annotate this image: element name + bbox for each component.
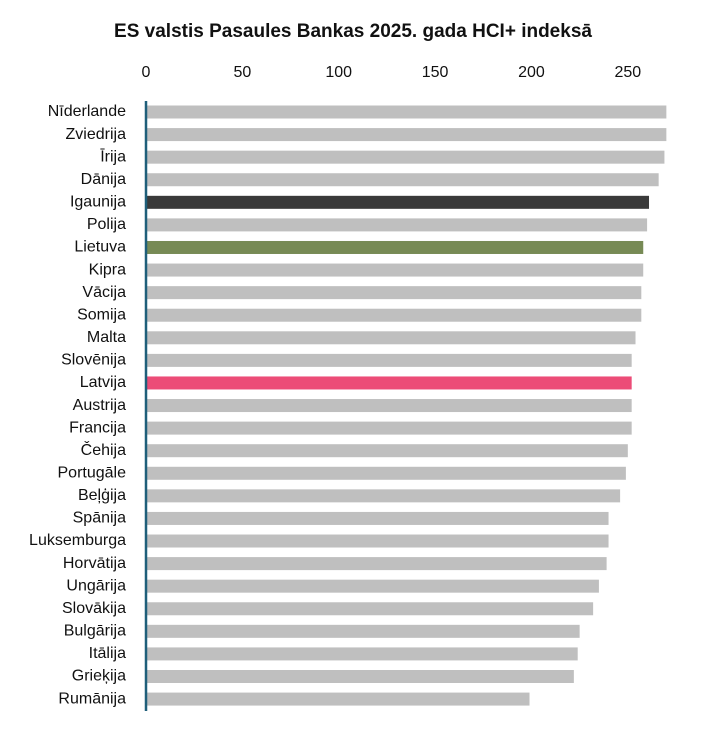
bar	[146, 692, 530, 706]
bar	[146, 308, 642, 322]
bar	[146, 602, 594, 616]
y-tick-label: Latvija	[80, 374, 126, 391]
bar	[146, 511, 609, 525]
y-tick-label: Spānija	[73, 510, 126, 527]
y-tick-label: Somija	[77, 306, 126, 323]
bar	[146, 195, 650, 209]
y-tick-label: Vācija	[82, 284, 126, 301]
bar	[146, 534, 609, 548]
y-tick-label: Dānija	[81, 171, 126, 188]
y-tick-label: Rumānija	[58, 690, 126, 707]
y-tick-label: Beļģija	[78, 486, 126, 504]
bar	[146, 331, 636, 345]
y-tick-label: Bulgārija	[64, 623, 126, 640]
bar	[146, 399, 632, 413]
x-tick-label: 200	[518, 64, 545, 81]
bar	[146, 263, 644, 277]
y-tick-label: Lietuva	[74, 239, 126, 256]
bar	[146, 128, 667, 142]
y-tick-label: Grieķija	[72, 668, 126, 685]
x-tick-label: 150	[422, 64, 449, 81]
y-tick-label: Slovēnija	[61, 352, 126, 369]
bar	[146, 466, 626, 480]
y-tick-label: Nīderlande	[48, 103, 126, 120]
bar	[146, 444, 628, 458]
bar	[146, 579, 599, 593]
y-tick-label: Īrija	[100, 147, 126, 165]
bar	[146, 557, 607, 571]
chart-title: ES valstis Pasaules Bankas 2025. gada HC…	[114, 21, 592, 42]
bar	[146, 489, 621, 503]
bar	[146, 376, 632, 390]
y-tick-label: Itālija	[89, 645, 126, 662]
y-tick-label: Horvātija	[63, 555, 126, 572]
bar	[146, 624, 580, 638]
bar	[146, 647, 578, 661]
bar	[146, 240, 644, 254]
y-tick-label: Kipra	[89, 261, 126, 278]
bar	[146, 173, 659, 187]
bar	[146, 286, 642, 300]
y-tick-label: Čehija	[81, 440, 126, 459]
x-tick-label: 250	[614, 64, 641, 81]
x-tick-label: 0	[142, 64, 151, 81]
x-tick-label: 50	[233, 64, 251, 81]
y-tick-label: Malta	[87, 329, 126, 346]
bar	[146, 150, 665, 164]
y-tick-label: Igaunija	[70, 194, 126, 211]
y-tick-label: Polija	[87, 216, 126, 233]
bar	[146, 353, 632, 367]
bar	[146, 105, 667, 119]
y-tick-label: Luksemburga	[29, 532, 126, 549]
y-tick-label: Portugāle	[58, 464, 127, 481]
y-tick-label: Austrija	[73, 397, 126, 414]
y-tick-label: Zviedrija	[66, 126, 127, 143]
y-tick-label: Francija	[69, 419, 126, 436]
bar	[146, 421, 632, 435]
y-tick-label: Slovākija	[62, 600, 126, 617]
bar	[146, 218, 648, 232]
y-tick-label: Ungārija	[66, 577, 126, 594]
bar	[146, 670, 574, 683]
x-tick-label: 100	[325, 64, 352, 81]
